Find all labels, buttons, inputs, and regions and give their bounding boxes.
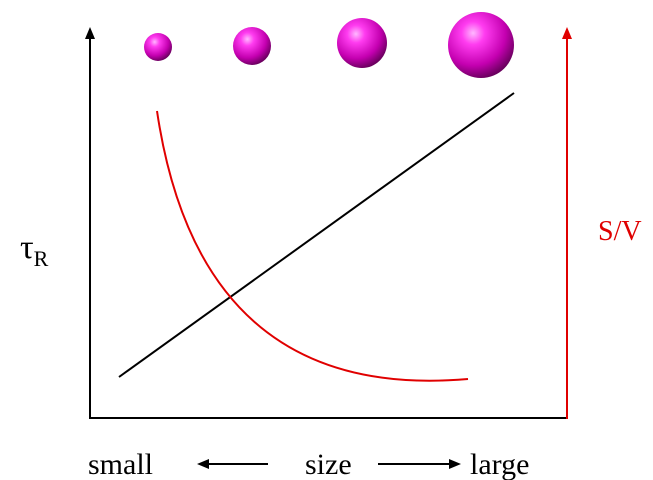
left-axis-arrow — [85, 27, 95, 39]
tau-line — [119, 93, 514, 377]
diagram: τR S/V small size large — [0, 0, 653, 480]
x-label-size: size — [305, 448, 352, 480]
x-label-small: small — [88, 448, 153, 480]
sv-curve — [157, 111, 468, 381]
x-label-large: large — [470, 448, 529, 480]
left-axis-label: τR — [20, 229, 49, 271]
sphere-medium — [233, 27, 271, 65]
sphere-largest — [448, 12, 514, 78]
tau-subscript: R — [34, 246, 49, 271]
tau-symbol: τ — [20, 229, 34, 266]
arrow-left-head — [197, 459, 209, 469]
sphere-small — [144, 33, 172, 61]
right-axis-label: S/V — [598, 216, 642, 247]
right-axis-arrow — [562, 27, 572, 39]
sphere-large — [337, 18, 387, 68]
arrow-right-head — [449, 459, 461, 469]
